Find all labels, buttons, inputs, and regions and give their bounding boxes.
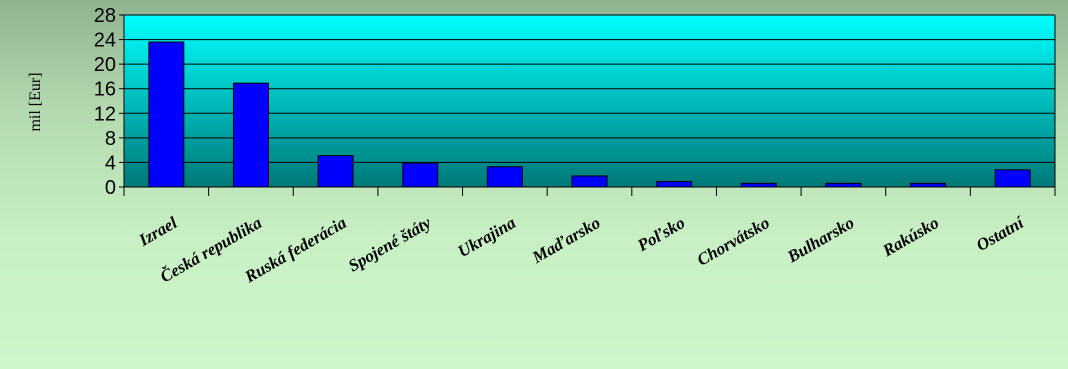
x-category-label: Poľsko bbox=[633, 213, 688, 256]
y-tick-label: 16 bbox=[94, 79, 116, 101]
x-category-label: Rakúsko bbox=[878, 213, 942, 261]
bar bbox=[571, 175, 608, 188]
bar bbox=[317, 155, 354, 188]
x-category-label: Maďarsko bbox=[528, 213, 603, 267]
bar bbox=[740, 182, 777, 188]
x-category-label: Spojené štáty bbox=[345, 213, 435, 276]
y-tick-label: 0 bbox=[105, 177, 116, 199]
bar bbox=[148, 41, 185, 188]
bar bbox=[825, 182, 862, 188]
x-category-label: Izrael bbox=[135, 213, 181, 250]
y-tick-label: 24 bbox=[94, 30, 116, 52]
plot-area bbox=[124, 15, 1055, 187]
bar bbox=[994, 169, 1031, 188]
y-tick-label: 12 bbox=[94, 103, 116, 125]
x-category-label: Bulharsko bbox=[783, 213, 857, 267]
bar bbox=[402, 162, 439, 188]
x-category-label: Ukrajina bbox=[455, 213, 520, 261]
bar bbox=[910, 182, 947, 188]
y-tick-label: 20 bbox=[94, 54, 116, 76]
bar bbox=[232, 82, 269, 188]
x-category-label: Chorvátsko bbox=[694, 213, 773, 270]
bar bbox=[486, 166, 523, 188]
bar bbox=[656, 180, 693, 188]
x-category-label: Ostatní bbox=[973, 212, 1028, 255]
y-axis-label: mil [Eur] bbox=[27, 72, 44, 131]
y-tick-label: 8 bbox=[105, 128, 116, 150]
axes bbox=[119, 14, 1056, 196]
y-tick-label: 4 bbox=[105, 152, 116, 174]
y-tick-label: 28 bbox=[94, 5, 116, 27]
